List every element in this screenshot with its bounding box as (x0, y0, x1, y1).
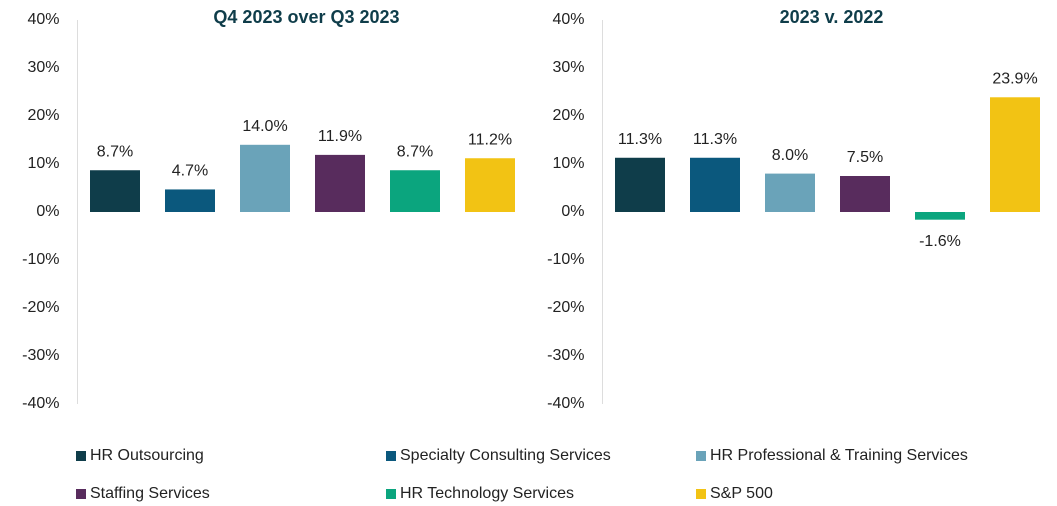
y-tick-label: 40% (27, 11, 59, 28)
bar (465, 158, 515, 212)
y-tick-label: -20% (547, 299, 584, 316)
bar (915, 212, 965, 220)
y-tick-label: 40% (552, 11, 584, 28)
legend-label: S&P 500 (710, 485, 773, 502)
legend-label: HR Outsourcing (90, 447, 204, 464)
bar (765, 173, 815, 212)
y-tick-label: 30% (552, 59, 584, 76)
legend-swatch (696, 489, 706, 499)
bar (165, 189, 215, 212)
legend-swatch (76, 489, 86, 499)
y-tick-label: 10% (27, 155, 59, 172)
legend-label: Specialty Consulting Services (400, 447, 611, 464)
y-tick-label: -20% (22, 299, 59, 316)
data-label: 11.9% (318, 128, 362, 145)
legend-swatch (386, 451, 396, 461)
bar (690, 157, 740, 212)
data-label: 8.7% (97, 143, 133, 160)
legend-swatch (386, 489, 396, 499)
legend-label: HR Professional & Training Services (710, 447, 968, 464)
data-label: 11.2% (468, 131, 512, 148)
chart-title: 2023 v. 2022 (780, 7, 884, 27)
chart-title: Q4 2023 over Q3 2023 (213, 7, 399, 27)
bar (615, 157, 665, 212)
y-tick-label: 30% (27, 59, 59, 76)
y-tick-label: -30% (547, 347, 584, 364)
data-label: 14.0% (242, 118, 287, 135)
data-label: 11.3% (693, 131, 737, 148)
legend-swatch (696, 451, 706, 461)
bar (90, 170, 140, 212)
bar (990, 97, 1040, 212)
y-tick-label: -10% (22, 251, 59, 268)
bar (240, 144, 290, 212)
y-tick-label: 20% (27, 107, 59, 124)
data-label: 4.7% (172, 163, 208, 180)
data-label: 7.5% (847, 149, 883, 166)
data-label: 8.7% (397, 143, 433, 160)
data-label: 8.0% (772, 147, 808, 164)
data-label: 11.3% (618, 131, 662, 148)
y-tick-label: -10% (547, 251, 584, 268)
legend-label: HR Technology Services (400, 485, 574, 502)
y-tick-label: 0% (561, 203, 584, 220)
data-label: -1.6% (919, 233, 961, 250)
y-tick-label: -40% (547, 395, 584, 412)
bar (390, 170, 440, 212)
legend-label: Staffing Services (90, 485, 210, 502)
y-tick-label: 20% (552, 107, 584, 124)
y-tick-label: -30% (22, 347, 59, 364)
y-tick-label: 0% (36, 203, 59, 220)
legend-swatch (76, 451, 86, 461)
bar (315, 154, 365, 212)
y-tick-label: 10% (552, 155, 584, 172)
data-label: 23.9% (992, 70, 1037, 87)
bar (840, 176, 890, 212)
y-tick-label: -40% (22, 395, 59, 412)
